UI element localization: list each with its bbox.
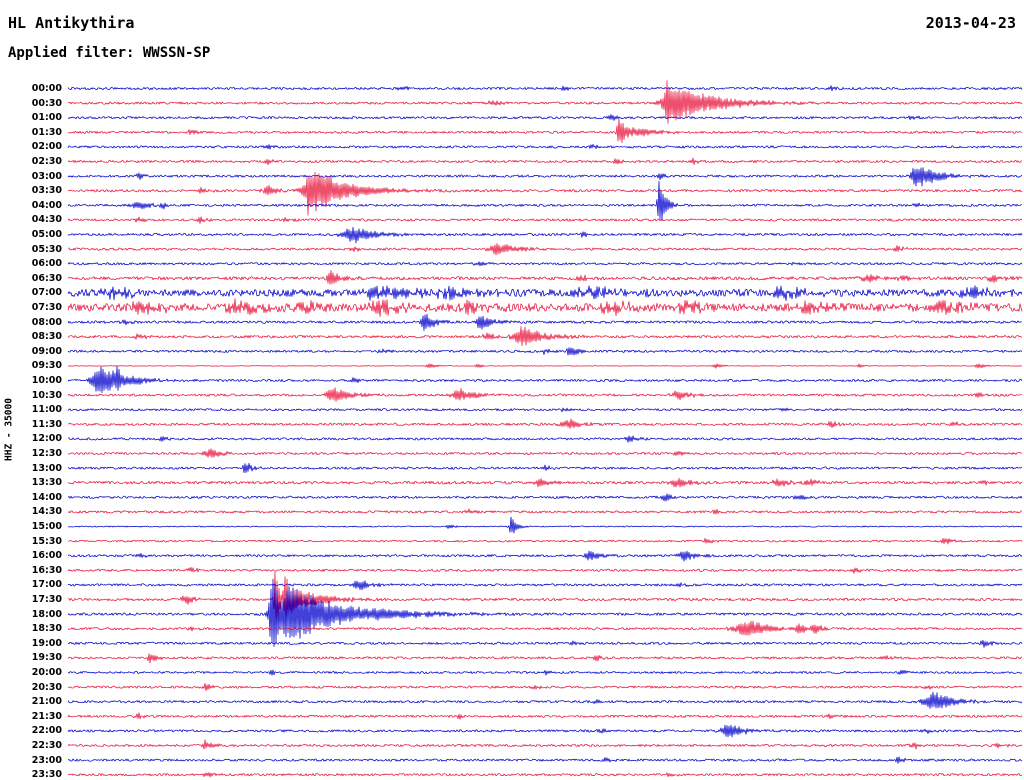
time-label: 07:00 [31,287,62,299]
time-label: 17:00 [31,579,62,591]
time-label: 20:30 [31,681,62,693]
time-label: 16:00 [31,550,62,562]
time-label: 02:30 [31,156,62,167]
time-label: 02:00 [31,141,62,153]
time-label: 08:30 [31,331,62,343]
time-label: 06:30 [31,272,62,284]
time-label: 04:00 [31,199,62,211]
time-label: 22:00 [31,725,62,737]
time-label: 21:00 [31,696,62,708]
time-label: 14:00 [31,491,62,503]
time-label: 15:30 [31,535,62,547]
time-label: 00:30 [31,97,62,109]
time-label: 09:00 [31,345,62,357]
time-label: 08:00 [31,316,62,328]
time-label: 01:00 [31,112,62,124]
time-label: 18:00 [31,608,62,620]
time-label: 04:30 [31,214,62,226]
station-title: HL Antikythira [8,14,135,32]
time-label: 13:00 [31,462,62,474]
time-label: 18:30 [31,623,62,635]
filter-label: Applied filter: WWSSN-SP [8,45,211,61]
time-label: 22:30 [31,740,62,751]
date-label: 2013-04-23 [925,14,1016,32]
channel-scale-label: HHZ - 35000 [3,398,15,461]
time-label: 13:30 [31,477,62,489]
time-label: 05:00 [31,229,62,240]
time-label: 03:30 [31,185,62,197]
time-label: 03:00 [31,170,62,182]
time-label: 15:00 [31,521,62,532]
time-label: 14:30 [31,506,62,518]
time-label: 16:30 [31,564,62,576]
time-label: 23:30 [31,769,62,780]
time-label: 06:00 [31,258,62,270]
time-label: 12:00 [31,433,62,445]
time-label: 11:30 [31,418,62,430]
time-label: 00:00 [31,83,62,94]
time-label: 01:30 [31,126,62,138]
time-label: 19:00 [31,637,62,649]
time-label: 07:30 [31,302,62,313]
time-label: 09:30 [31,360,62,372]
time-label: 21:30 [31,710,62,722]
time-label: 12:30 [31,448,62,459]
time-label: 11:00 [31,404,62,416]
time-label: 17:30 [31,594,62,605]
time-label: 19:30 [31,652,62,664]
time-label: 10:30 [31,389,62,401]
time-label: 10:00 [31,375,62,386]
time-label: 23:00 [31,754,62,766]
time-label: 20:00 [31,667,62,678]
time-label: 05:30 [31,243,62,255]
